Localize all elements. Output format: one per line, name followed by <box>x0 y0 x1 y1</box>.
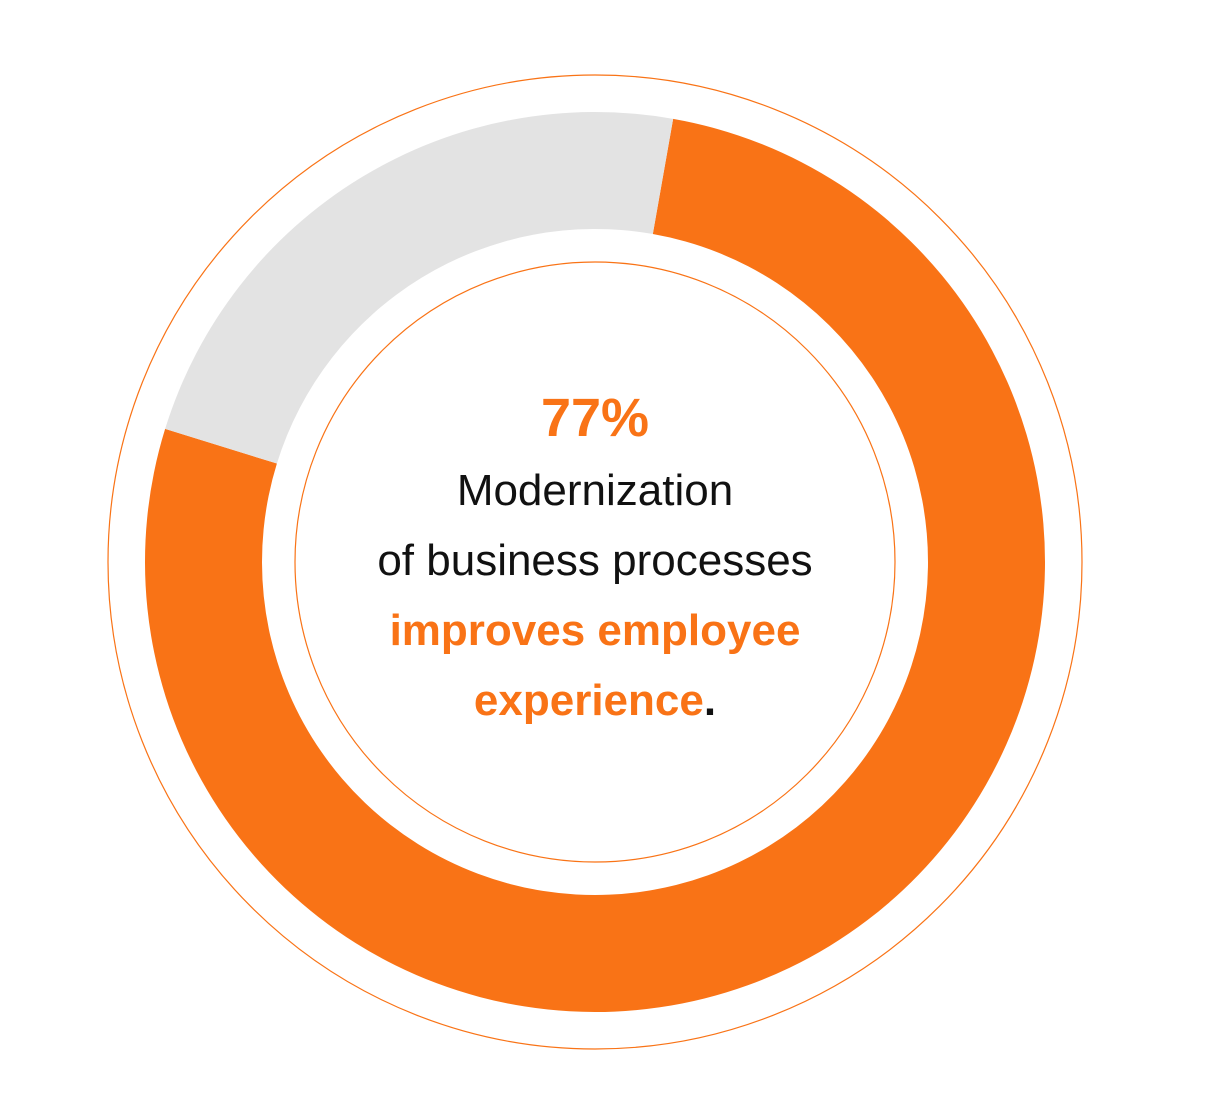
headline-line-1: Modernization <box>456 466 734 515</box>
percent-value: 77% <box>540 388 650 448</box>
trailing-period: . <box>703 676 717 725</box>
donut-segments <box>144 112 1045 1013</box>
outer-outline-ring <box>107 74 1083 1050</box>
segment-remainder <box>165 112 674 464</box>
highlight-line-2: experience. <box>310 666 880 736</box>
center-label: 77% Modernization of business processes … <box>310 380 880 736</box>
highlight-word: experience <box>473 676 704 725</box>
headline-line-2: of business processes <box>377 536 813 585</box>
highlight-line-1: improves employee <box>389 606 801 655</box>
inner-outline-ring <box>294 261 896 863</box>
